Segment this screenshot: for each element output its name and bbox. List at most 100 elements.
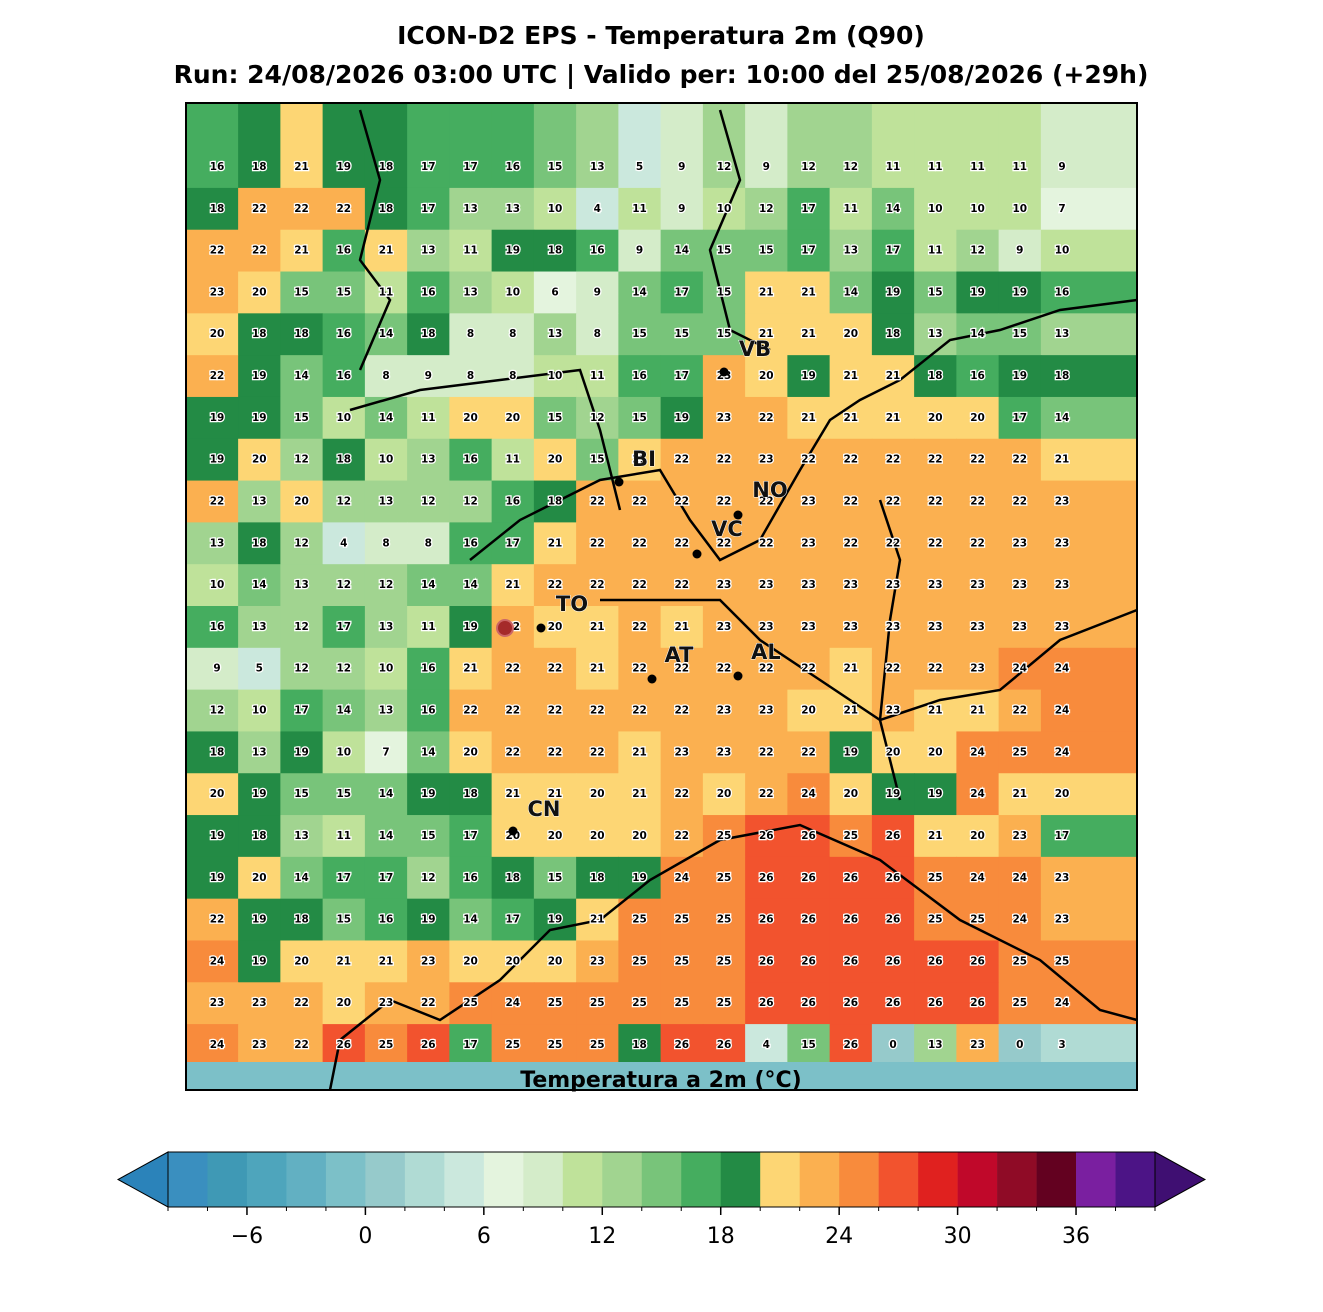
grid-value: 18 (252, 328, 267, 340)
grid-value: 22 (505, 663, 520, 675)
field-cell (829, 271, 873, 314)
grid-value: 23 (928, 621, 943, 633)
field-cell (998, 355, 1042, 398)
field-cell (871, 229, 915, 273)
field-cell (829, 940, 873, 983)
field-cell (238, 815, 281, 858)
grid-value: 25 (843, 830, 858, 842)
grid-value: 24 (970, 872, 985, 884)
grid-value: 22 (928, 495, 943, 507)
field-cell (998, 103, 1042, 189)
border-line (469, 298, 1138, 562)
grid-value: 13 (463, 203, 478, 215)
grid-value: 18 (336, 454, 351, 466)
colorbar-box (997, 1152, 1037, 1207)
field-cell (745, 606, 788, 649)
grid-value: 19 (632, 872, 647, 884)
field-cell (576, 522, 619, 565)
field-cell (364, 731, 408, 774)
field-cell (491, 689, 535, 732)
grid-value: 17 (421, 203, 436, 215)
grid-value: 18 (379, 203, 394, 215)
field-cell (914, 564, 957, 607)
field-cell (871, 271, 915, 314)
grid-value: 23 (928, 579, 943, 591)
grid-value: 22 (294, 997, 309, 1009)
grid-value: 22 (886, 663, 901, 675)
field-cell (491, 898, 535, 941)
field-cell (829, 898, 873, 941)
field-cell (449, 229, 493, 273)
field-cell (660, 815, 704, 858)
field-cell (956, 773, 1000, 816)
field-cell (238, 856, 281, 900)
colorbar-box (720, 1152, 761, 1207)
grid-value: 23 (1012, 579, 1027, 591)
grid-value: 15 (294, 286, 309, 298)
grid-value: 22 (717, 454, 732, 466)
field-cell (1040, 355, 1138, 398)
grid-value: 25 (717, 830, 732, 842)
grid-value: 14 (379, 788, 394, 800)
field-cell (322, 731, 366, 774)
grid-value: 13 (379, 495, 394, 507)
field-cell (618, 815, 662, 858)
grid-value: 22 (674, 454, 689, 466)
grid-value: 20 (886, 746, 901, 758)
grid-value: 17 (421, 161, 436, 173)
field-cell (956, 480, 1000, 523)
grid-value: 10 (717, 203, 732, 215)
field-cell (829, 647, 873, 691)
colorbar-box (1036, 1152, 1077, 1207)
grid-value: 12 (336, 663, 351, 675)
grid-value: 18 (210, 203, 225, 215)
field-cell (618, 773, 662, 816)
grid-value: 9 (1058, 161, 1065, 173)
field-cell (364, 355, 408, 398)
temperature-field (186, 103, 1138, 1091)
field-cell (660, 396, 704, 440)
grid-value: 20 (548, 830, 563, 842)
field-cell (322, 103, 366, 189)
field-cell (787, 438, 831, 482)
field-cell (998, 898, 1042, 941)
grid-value: 8 (382, 537, 389, 549)
grid-value: 23 (674, 746, 689, 758)
grid-value: 19 (252, 370, 267, 382)
grid-value: 17 (1012, 412, 1027, 424)
field-cell (186, 731, 239, 774)
field-cell (449, 103, 493, 189)
grid-value: 23 (801, 621, 816, 633)
field-cell (829, 856, 873, 900)
grid-value: 25 (674, 997, 689, 1009)
grid-value: 25 (674, 955, 689, 967)
grid-value: 13 (505, 203, 520, 215)
field-cell (449, 271, 493, 314)
grid-value: 15 (674, 328, 689, 340)
grid-value: 14 (463, 914, 478, 926)
grid-value: 24 (674, 872, 689, 884)
grid-value: 23 (717, 746, 732, 758)
field-cell (914, 606, 957, 649)
grid-value: 13 (590, 161, 605, 173)
field-cell (407, 647, 450, 691)
colorbar-tick-label: −6 (231, 1224, 263, 1249)
grid-value: 19 (1012, 286, 1027, 298)
field-cell (280, 773, 324, 816)
title: ICON-D2 EPS - Temperatura 2m (Q90) (397, 21, 925, 50)
field-cell (238, 898, 281, 941)
grid-value: 10 (1055, 245, 1070, 257)
field-cell (533, 355, 577, 398)
field-cell (914, 313, 957, 356)
grid-value: 18 (1055, 370, 1070, 382)
grid-value: 22 (548, 705, 563, 717)
field-cell (956, 982, 1000, 1025)
grid-value: 19 (252, 955, 267, 967)
field-cell (407, 229, 450, 273)
grid-value: 22 (674, 537, 689, 549)
grid-value: 20 (210, 328, 225, 340)
field-cell (829, 355, 873, 398)
grid-value: 23 (717, 412, 732, 424)
grid-value: 25 (590, 1039, 605, 1051)
colorbar-extend-low (116, 1151, 169, 1208)
